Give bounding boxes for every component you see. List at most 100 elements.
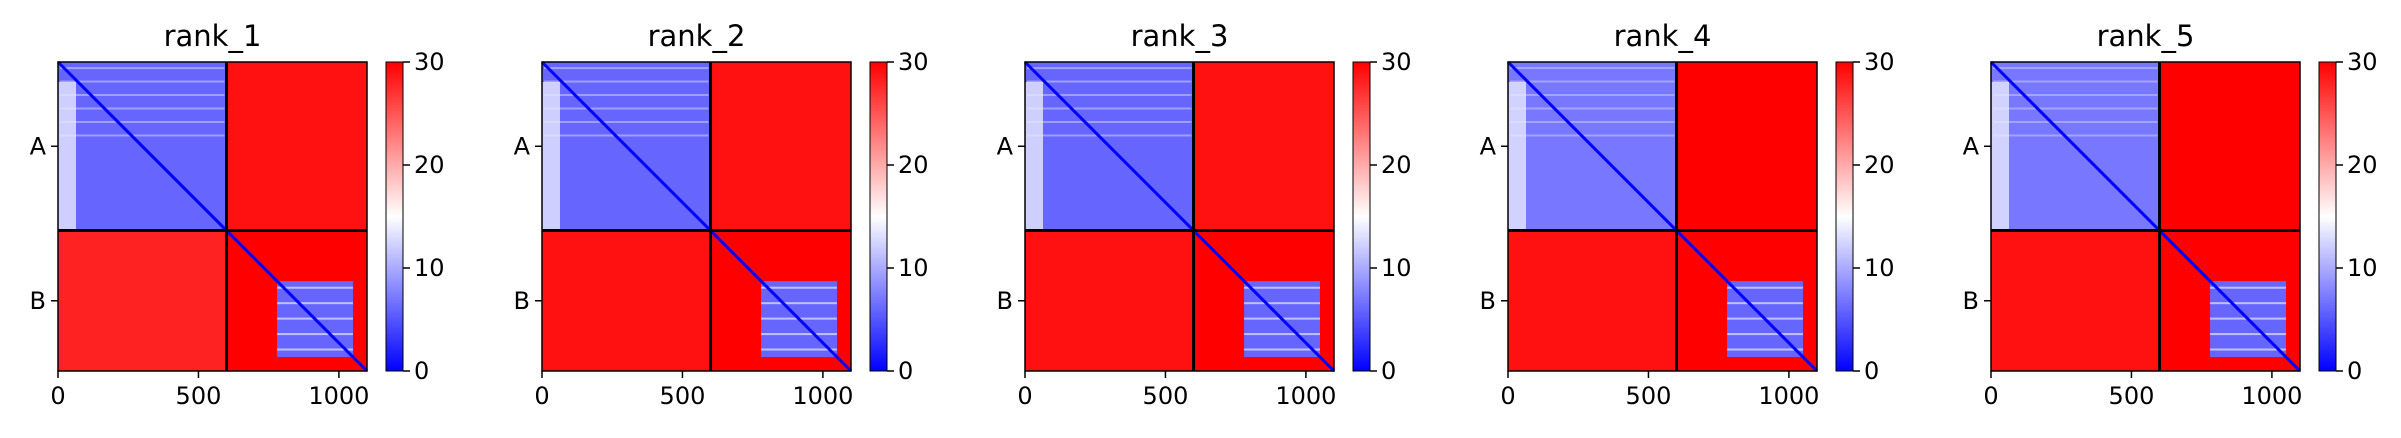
block-a-a-stripe — [1510, 134, 1675, 137]
colorbar-tick-label: 30 — [414, 48, 445, 76]
colorbar — [1352, 61, 1371, 372]
y-tick-label: B — [514, 287, 530, 315]
plot-frame — [541, 61, 852, 372]
block-a-a-edge — [58, 82, 76, 231]
block-a-b — [2159, 62, 2300, 231]
block-a-a-stripe — [60, 94, 225, 97]
colorbar-tick-label: 10 — [898, 254, 929, 282]
x-tick-label: 1000 — [1275, 382, 1336, 410]
block-a-a-stripe — [1993, 80, 2158, 83]
y-tick-label: B — [30, 287, 46, 315]
block-a-b — [1193, 62, 1334, 231]
colorbar-tick-label: 20 — [2347, 151, 2378, 179]
x-tick-label: 500 — [660, 382, 706, 410]
block-a-a-edge — [1025, 82, 1043, 231]
y-tick-label: B — [1963, 287, 1979, 315]
colorbar-tick-label: 20 — [1381, 151, 1412, 179]
block-b-b-stripe — [2210, 302, 2286, 305]
x-tick-label: 0 — [50, 382, 65, 410]
block-a-a-stripe — [1510, 80, 1675, 83]
block-a-a-stripe — [544, 120, 709, 123]
diagonal-line — [540, 60, 853, 373]
block-b-a — [58, 230, 227, 371]
block-a-a-stripe — [1993, 94, 2158, 97]
panel-title: rank_1 — [164, 19, 262, 53]
block-b-b-stripe — [761, 348, 837, 351]
colorbar-tick-label: 0 — [2347, 357, 2362, 385]
colorbar-tick-label: 20 — [1864, 151, 1895, 179]
colorbar-tick-label: 20 — [414, 151, 445, 179]
block-a-a-stripe — [1510, 67, 1675, 70]
diagonal-line — [56, 60, 369, 373]
plot-frame — [1507, 61, 1818, 372]
x-tick-label: 1000 — [2241, 382, 2302, 410]
block-b-b-stripe — [761, 302, 837, 305]
block-a-a-stripe — [60, 67, 225, 70]
panel-title: rank_4 — [1614, 19, 1712, 53]
block-a-a-stripe — [1993, 67, 2158, 70]
heatmap-panel-2: rank_2 0 500 1000 A B 0 10 20 30 — [514, 19, 929, 410]
x-tick-label: 0 — [1500, 382, 1515, 410]
colorbar-tick-label: 10 — [1864, 254, 1895, 282]
block-b-a — [1508, 230, 1677, 371]
block-b-b-stripe — [277, 333, 353, 336]
panel-title: rank_5 — [2097, 19, 2195, 53]
colorbar-tick-label: 0 — [414, 357, 429, 385]
block-b-b-stripe — [1727, 302, 1803, 305]
colorbar-tick-label: 0 — [898, 357, 913, 385]
block-a-a-edge — [542, 82, 560, 231]
block-a-a-stripe — [1510, 120, 1675, 123]
block-a-a-stripe — [1027, 94, 1192, 97]
block-b-b-stripe — [1244, 302, 1320, 305]
y-tick-label: A — [1963, 132, 1980, 160]
block-b-b-stripe — [2210, 333, 2286, 336]
heatmap-panel-1: rank_1 0 500 1000 A B 0 10 20 30 — [30, 19, 445, 410]
block-a-a-stripe — [544, 107, 709, 110]
x-tick-label: 500 — [1626, 382, 1672, 410]
block-a-b — [710, 62, 851, 231]
colorbar-tick-label: 10 — [414, 254, 445, 282]
block-a-a-stripe — [1027, 120, 1192, 123]
colorbar-tick-label: 30 — [1864, 48, 1895, 76]
y-tick-label: A — [30, 132, 47, 160]
block-b-b-stripe — [1727, 348, 1803, 351]
colorbar — [2318, 61, 2337, 372]
x-tick-label: 0 — [1017, 382, 1032, 410]
x-tick-label: 1000 — [308, 382, 369, 410]
block-b-b-stripe — [1727, 286, 1803, 289]
block-b-b-stripe — [1244, 348, 1320, 351]
colorbar-tick-label: 10 — [1381, 254, 1412, 282]
block-a-a-stripe — [544, 80, 709, 83]
x-tick-label: 500 — [1143, 382, 1189, 410]
y-tick-label: B — [997, 287, 1013, 315]
colorbar-tick-label: 30 — [898, 48, 929, 76]
diagonal-line — [1023, 60, 1336, 373]
y-tick-label: A — [514, 132, 531, 160]
colorbar-tick-label: 0 — [1864, 357, 1879, 385]
block-a-a-stripe — [1993, 107, 2158, 110]
block-a-a-stripe — [544, 94, 709, 97]
block-a-a-stripe — [1027, 80, 1192, 83]
plot-frame — [1024, 61, 1335, 372]
block-b-b-stripe — [277, 348, 353, 351]
colorbar-tick-label: 30 — [2347, 48, 2378, 76]
block-a-a-stripe — [544, 134, 709, 137]
colorbar-tick-label: 10 — [2347, 254, 2378, 282]
heatmap-panel-3: rank_3 0 500 1000 A B 0 10 20 30 — [997, 19, 1412, 410]
plot-frame — [1990, 61, 2301, 372]
block-a-a-edge — [1991, 82, 2009, 231]
block-a-a-stripe — [1510, 94, 1675, 97]
colorbar-tick-label: 0 — [1381, 357, 1396, 385]
diagonal-line — [1989, 60, 2302, 373]
block-b-b-stripe — [1727, 333, 1803, 336]
colorbar-tick-label: 30 — [1381, 48, 1412, 76]
block-b-a — [1025, 230, 1194, 371]
block-a-a-stripe — [1993, 134, 2158, 137]
colorbar — [1835, 61, 1854, 372]
block-a-a-stripe — [1027, 107, 1192, 110]
block-a-b — [226, 62, 367, 231]
block-a-a-stripe — [1027, 67, 1192, 70]
colorbar — [385, 61, 404, 372]
heatmap-panel-5: rank_5 0 500 1000 A B 0 10 20 30 — [1963, 19, 2378, 410]
